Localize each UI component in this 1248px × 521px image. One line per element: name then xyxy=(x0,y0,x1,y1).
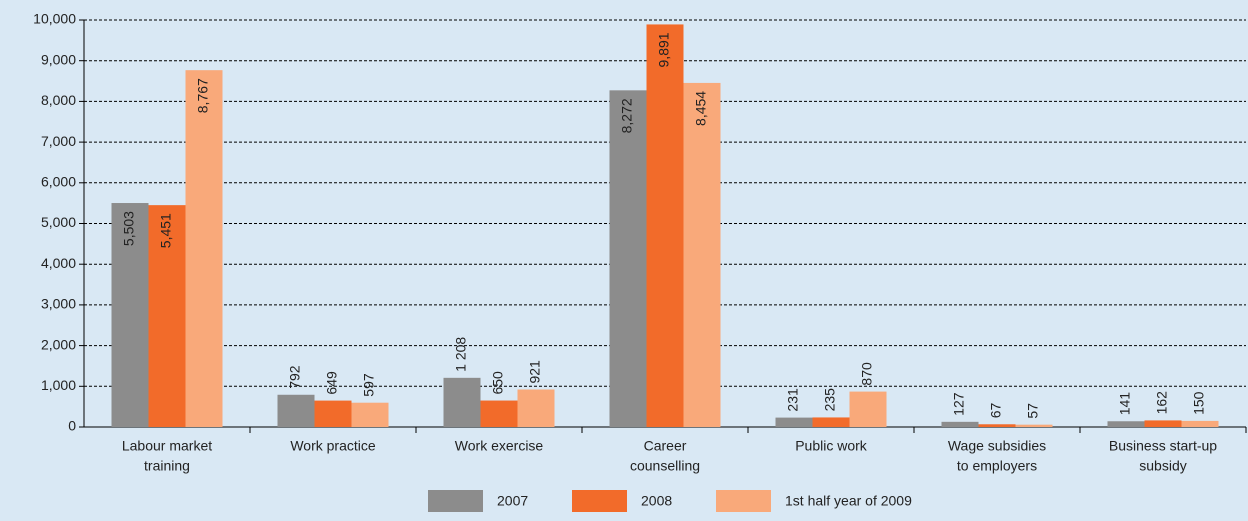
bar xyxy=(1144,420,1182,427)
legend-swatch xyxy=(716,490,771,512)
y-tick-label: 1,000 xyxy=(41,377,76,393)
y-tick-label: 5,000 xyxy=(41,214,76,230)
bar xyxy=(1015,424,1053,427)
data-label: 792 xyxy=(287,365,303,389)
data-label: 162 xyxy=(1154,391,1170,415)
legend-label: 1st half year of 2009 xyxy=(785,493,912,509)
y-tick-label: 2,000 xyxy=(41,336,76,352)
data-label: 650 xyxy=(490,371,506,395)
data-label: 8,767 xyxy=(195,78,211,113)
bar xyxy=(849,391,887,427)
y-tick-label: 4,000 xyxy=(41,255,76,271)
bar xyxy=(111,203,149,427)
y-tick-label: 10,000 xyxy=(33,11,76,27)
bar xyxy=(314,400,352,427)
y-tick-label: 8,000 xyxy=(41,92,76,108)
y-tick-label: 3,000 xyxy=(41,296,76,312)
legend-label: 2007 xyxy=(497,493,528,509)
bar xyxy=(351,402,389,427)
bar xyxy=(1181,420,1219,427)
x-tick-label: Career xyxy=(644,438,687,454)
x-tick-label: subsidy xyxy=(1139,458,1186,474)
legend-label: 2008 xyxy=(641,493,672,509)
data-label: 141 xyxy=(1117,392,1133,416)
data-label: 649 xyxy=(324,371,340,395)
x-tick-label: Public work xyxy=(795,438,868,454)
bar xyxy=(646,24,684,427)
data-label: 5,503 xyxy=(121,211,137,246)
data-label: 8,454 xyxy=(693,91,709,126)
x-tick-label: Labour market xyxy=(122,438,212,454)
bar xyxy=(978,424,1016,427)
data-label: 597 xyxy=(361,373,377,397)
bar xyxy=(443,377,481,427)
data-label: 5,451 xyxy=(158,213,174,248)
x-tick-label: counselling xyxy=(630,458,700,474)
x-tick-label: Wage subsidies xyxy=(948,438,1046,454)
data-label: 235 xyxy=(822,388,838,412)
data-label: 67 xyxy=(988,402,1004,418)
x-tick-label: Business start-up xyxy=(1109,438,1217,454)
bar xyxy=(812,417,850,427)
data-label: 1 208 xyxy=(453,337,469,372)
data-label: 150 xyxy=(1191,391,1207,415)
x-tick-label: training xyxy=(144,458,190,474)
data-label: 57 xyxy=(1025,403,1041,419)
data-label: 127 xyxy=(951,392,967,416)
y-tick-label: 7,000 xyxy=(41,133,76,149)
bar xyxy=(683,82,721,427)
bar xyxy=(517,389,555,427)
bar xyxy=(277,394,315,427)
y-tick-label: 9,000 xyxy=(41,51,76,67)
data-label: 921 xyxy=(527,360,543,384)
y-tick-label: 6,000 xyxy=(41,174,76,190)
bar xyxy=(480,400,518,427)
y-tick-label: 0 xyxy=(68,418,76,434)
x-tick-label: Work practice xyxy=(290,438,376,454)
bar xyxy=(609,90,647,428)
bar xyxy=(1107,421,1145,427)
bar xyxy=(148,205,186,427)
legend-swatch xyxy=(572,490,627,512)
data-label: 231 xyxy=(785,388,801,412)
data-label: 870 xyxy=(859,362,875,386)
bar xyxy=(941,421,979,427)
data-label: 9,891 xyxy=(656,32,672,67)
bar xyxy=(775,417,813,427)
x-tick-label: to employers xyxy=(957,458,1037,474)
bar xyxy=(185,70,223,427)
x-tick-label: Work exercise xyxy=(455,438,544,454)
data-label: 8,272 xyxy=(619,98,635,133)
legend-swatch xyxy=(428,490,483,512)
